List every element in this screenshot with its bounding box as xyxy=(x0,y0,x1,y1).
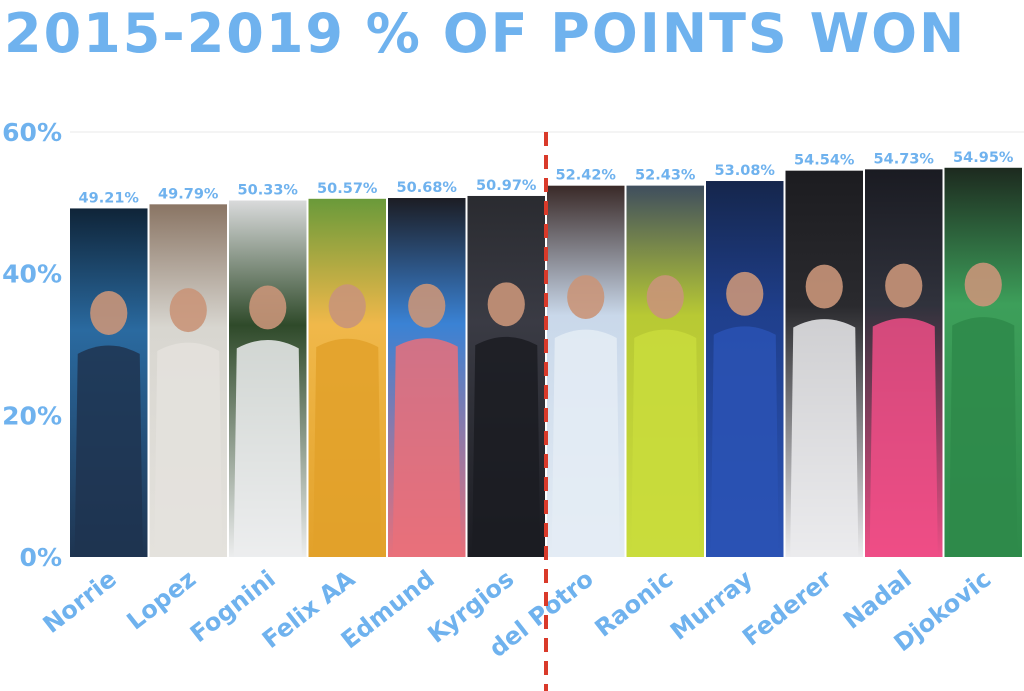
data-label: 50.57% xyxy=(317,181,378,197)
y-tick-label: 20% xyxy=(2,401,62,430)
player-photo-head xyxy=(408,283,446,328)
player-photo-head xyxy=(249,285,287,330)
bar-group: 54.54% Federer xyxy=(737,153,863,652)
player-photo-head xyxy=(567,275,605,320)
player-photo-torso xyxy=(392,338,461,557)
data-label: 50.33% xyxy=(238,182,299,198)
player-photo-head xyxy=(726,271,764,316)
data-label: 49.79% xyxy=(158,186,219,202)
player-photo-torso xyxy=(551,329,620,557)
data-label: 53.08% xyxy=(715,163,776,179)
player-photo-torso xyxy=(313,338,382,557)
chart-title: 2015-2019 % OF POINTS WON xyxy=(4,2,967,65)
player-photo-torso xyxy=(869,318,938,557)
player-photo-head xyxy=(885,263,923,308)
player-photo-head xyxy=(646,275,684,319)
player-photo-torso xyxy=(631,329,700,557)
player-photo-head xyxy=(328,284,366,329)
player-photo-torso xyxy=(949,317,1018,557)
data-label: 52.42% xyxy=(556,168,617,184)
data-label: 52.43% xyxy=(635,168,696,184)
player-photo-torso xyxy=(233,339,302,557)
player-photo-head xyxy=(964,262,1002,307)
player-photo-torso xyxy=(472,336,541,557)
y-tick-label: 60% xyxy=(2,118,62,147)
player-photo-head xyxy=(805,264,843,309)
player-photo-torso xyxy=(790,319,859,557)
y-tick-label: 40% xyxy=(2,260,62,289)
player-photo-torso xyxy=(74,345,143,557)
data-label: 49.21% xyxy=(79,190,140,206)
player-photo-torso xyxy=(154,342,223,557)
player-photo-torso xyxy=(710,326,779,557)
data-label: 54.54% xyxy=(794,153,855,169)
player-photo-head xyxy=(90,291,128,335)
data-label: 54.73% xyxy=(874,151,935,167)
data-label: 50.97% xyxy=(476,178,537,194)
category-label: Norrie xyxy=(38,565,122,639)
player-photo-head xyxy=(487,282,525,327)
bar-group: 50.33%Fognini xyxy=(185,182,307,648)
y-tick-label: 0% xyxy=(20,543,62,572)
bar-group: 54.95%Djokovic xyxy=(889,150,1022,657)
category-label: Federer xyxy=(737,565,837,652)
data-label: 54.95% xyxy=(953,150,1014,166)
data-label: 50.68% xyxy=(397,180,458,196)
bar-group: 49.79%Lopez xyxy=(122,186,227,636)
player-photo-head xyxy=(169,288,207,333)
category-label: Raonic xyxy=(590,565,679,643)
